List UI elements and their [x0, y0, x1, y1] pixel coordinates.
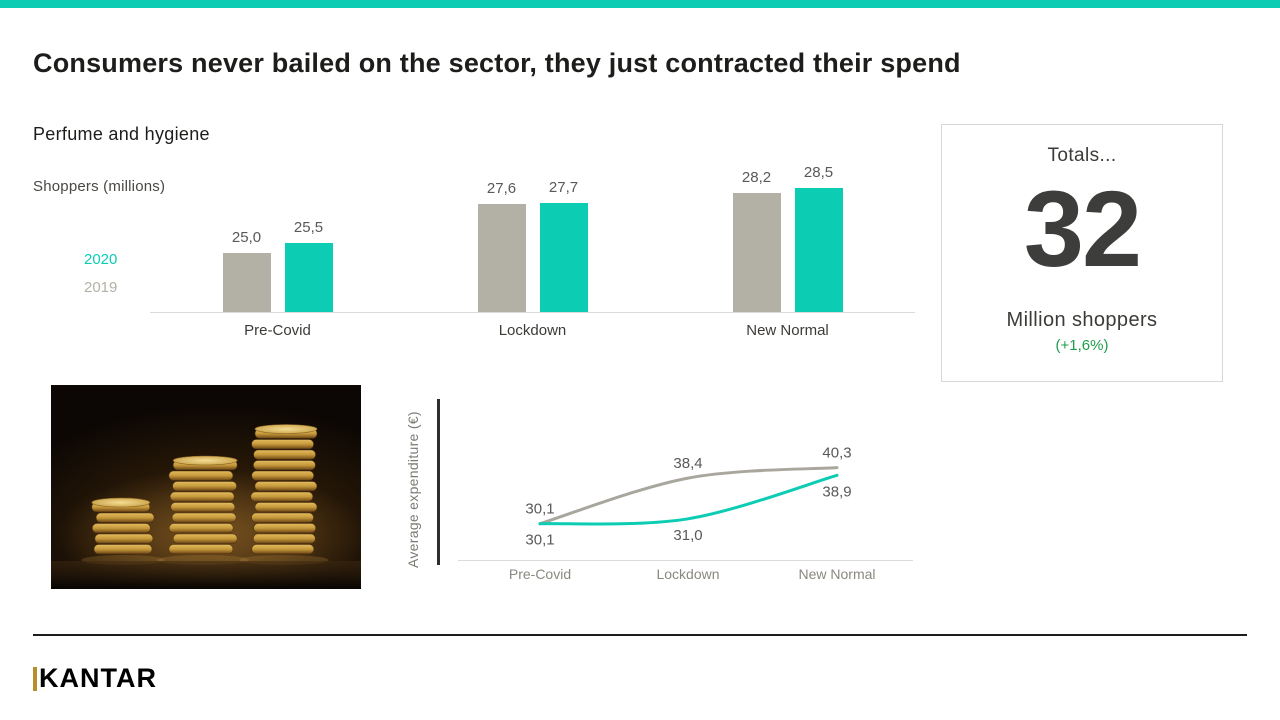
- line-category-label: Lockdown: [656, 566, 719, 582]
- bar-group: 27,6 27,7: [405, 160, 660, 312]
- kantar-logo-text: KANTAR: [39, 663, 157, 693]
- bar-2019: 28,2: [732, 169, 781, 312]
- line-chart-axis-bar: [437, 399, 440, 565]
- bar-value-label: 25,0: [231, 229, 262, 246]
- coins-illustration: [51, 424, 361, 589]
- bar-2020: 28,5: [794, 164, 843, 312]
- kantar-logo: KANTAR: [33, 663, 157, 694]
- bar-2019: 27,6: [477, 180, 526, 312]
- coins-floor: [51, 561, 361, 589]
- slide-title: Consumers never bailed on the sector, th…: [33, 48, 961, 78]
- legend-item-2019: 2019: [84, 279, 118, 296]
- line-value-label: 40,3: [822, 445, 851, 462]
- bar-2020: 25,5: [284, 219, 333, 312]
- bar-rect: [477, 204, 526, 312]
- totals-title: Totals...: [1047, 145, 1117, 166]
- top-accent-bar: [0, 0, 1280, 8]
- bar-value-label: 25,5: [293, 219, 324, 236]
- totals-value: 32: [1023, 168, 1142, 289]
- bar-chart-plot: 25,0 25,5 27,6 27,7 28,2 28,5: [150, 160, 915, 313]
- coins-image: [51, 385, 361, 589]
- bar-rect: [222, 253, 271, 312]
- bar-2020: 27,7: [539, 179, 588, 312]
- bar-chart: 25,0 25,5 27,6 27,7 28,2 28,5 Pre-Covid Lockdo…: [150, 160, 915, 339]
- line-series-2020: [538, 473, 839, 526]
- line-value-label: 30,1: [525, 532, 554, 549]
- bar-group: 28,2 28,5: [660, 160, 915, 312]
- section-subtitle: Perfume and hygiene: [33, 124, 210, 144]
- bar-chart-legend: 2020 2019: [84, 246, 117, 302]
- kantar-logo-accent-bar: [33, 666, 37, 691]
- bar-rect: [539, 203, 588, 312]
- bar-category-label: Pre-Covid: [244, 322, 311, 339]
- bar-rect: [732, 193, 781, 312]
- bar-chart-categories: Pre-Covid Lockdown New Normal: [150, 322, 915, 339]
- legend-item-2020: 2020: [84, 251, 118, 268]
- bar-chart-title: Shoppers (millions): [33, 178, 166, 195]
- bar-category-label: Lockdown: [498, 322, 567, 339]
- line-value-label: 38,9: [822, 483, 851, 500]
- line-value-label: 31,0: [673, 527, 702, 544]
- bar-rect: [284, 243, 333, 312]
- totals-panel: Totals... 32 Million shoppers (+1,6%): [941, 124, 1223, 382]
- line-value-label: 38,4: [673, 455, 702, 472]
- bar-category-label: New Normal: [746, 322, 829, 339]
- bar-value-label: 27,7: [548, 179, 579, 196]
- line-chart-svg: 30,1 38,4 40,3 30,1 31,0 38,9 Pre-Covid Lockdow…: [458, 445, 913, 582]
- bar-value-label: 27,6: [486, 180, 517, 197]
- line-category-label: Pre-Covid: [509, 566, 571, 582]
- totals-unit: Million shoppers: [1006, 309, 1158, 331]
- bar-value-label: 28,5: [803, 164, 834, 181]
- line-series-2019: [538, 466, 839, 526]
- bar-2019: 25,0: [222, 229, 271, 312]
- line-value-label: 30,1: [525, 501, 554, 518]
- line-chart-ylabel: Average expenditure (€): [405, 411, 421, 568]
- bar-rect: [794, 188, 843, 312]
- footer-divider: [33, 634, 1247, 636]
- totals-delta: (+1,6%): [1055, 337, 1109, 354]
- bar-value-label: 28,2: [741, 169, 772, 186]
- line-category-label: New Normal: [798, 566, 875, 582]
- bar-group: 25,0 25,5: [150, 160, 405, 312]
